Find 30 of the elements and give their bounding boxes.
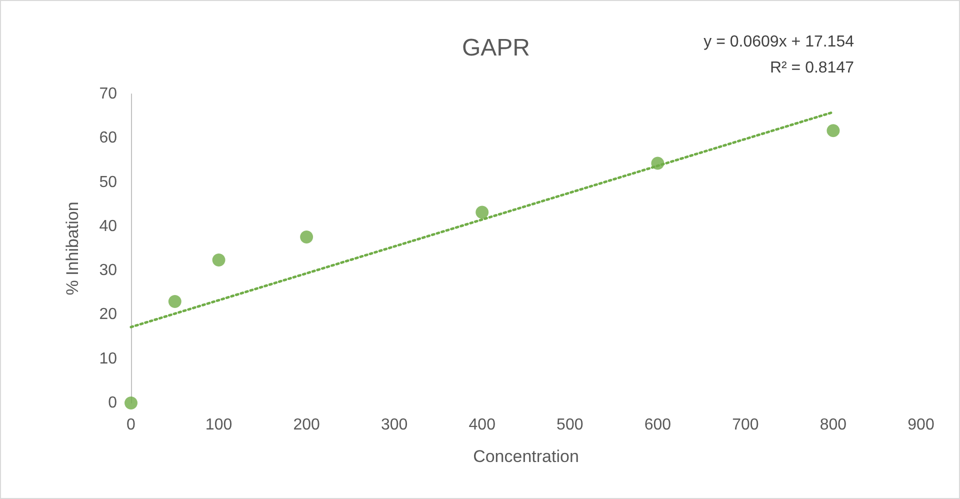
y-axis-title: % Inhibation [63, 202, 82, 296]
x-tick-label: 300 [380, 416, 408, 434]
x-tick-label: 400 [468, 416, 496, 434]
y-tick-label: 40 [99, 218, 118, 235]
y-tick-label: 30 [99, 262, 118, 280]
x-tick-label: 100 [205, 416, 232, 434]
y-tick-label: 50 [99, 174, 118, 191]
x-tick-label: 800 [820, 416, 847, 434]
point [168, 294, 182, 308]
x-tick-label: 600 [644, 416, 672, 434]
x-tick-label: 900 [908, 416, 934, 434]
y-tick-label: 20 [99, 306, 118, 324]
y-tick-label: 10 [99, 350, 118, 368]
point [212, 253, 226, 266]
x-tick-label: 500 [556, 416, 584, 434]
point [300, 230, 314, 244]
point [826, 124, 840, 138]
y-tick-label: 70 [99, 86, 118, 102]
x-axis-title: Concentration [473, 447, 579, 466]
x-tick-label: 700 [732, 416, 759, 434]
x-tick-label: 0 [126, 416, 136, 434]
text: y = 0.0609x + 17.154 [704, 34, 854, 50]
point [651, 156, 664, 170]
y-tick-label: 60 [99, 130, 118, 147]
y-tick-label: 0 [108, 394, 118, 412]
x-tick-label: 200 [293, 416, 320, 434]
chart-title: GAPR [462, 34, 530, 62]
text: R² = 0.8147 [770, 60, 854, 76]
point [124, 396, 138, 410]
point [476, 206, 489, 219]
